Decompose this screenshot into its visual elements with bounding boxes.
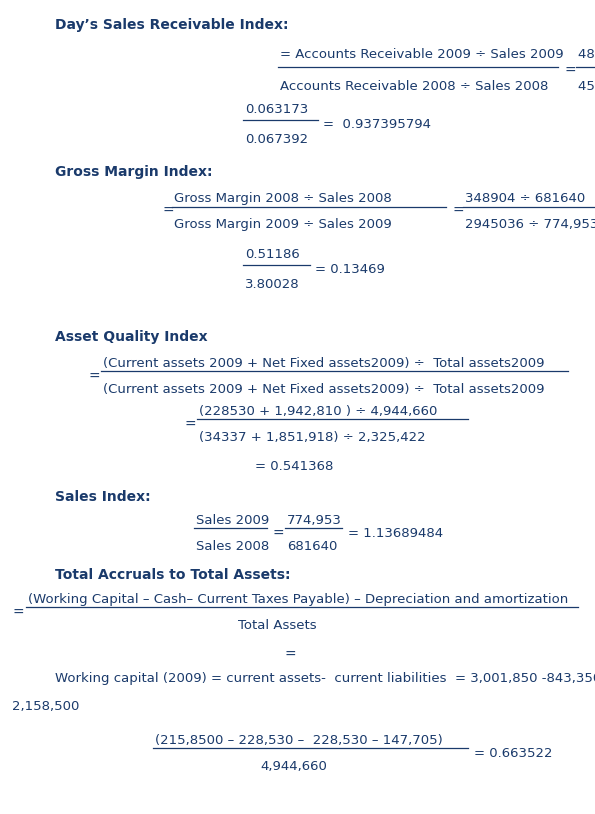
Text: = 0.13469: = 0.13469 bbox=[315, 263, 385, 276]
Text: =  0.937395794: = 0.937395794 bbox=[323, 118, 431, 131]
Text: 0.067392: 0.067392 bbox=[245, 133, 308, 146]
Text: = 0.541368: = 0.541368 bbox=[255, 460, 333, 473]
Text: =: = bbox=[163, 204, 174, 218]
Text: =: = bbox=[565, 64, 577, 78]
Text: Gross Margin 2008 ÷ Sales 2008: Gross Margin 2008 ÷ Sales 2008 bbox=[174, 192, 392, 205]
Text: = 1.13689484: = 1.13689484 bbox=[348, 527, 443, 540]
Text: Gross Margin Index:: Gross Margin Index: bbox=[55, 165, 212, 179]
Text: 0.51186: 0.51186 bbox=[245, 248, 300, 261]
Text: =: = bbox=[273, 527, 284, 541]
Text: Sales 2009: Sales 2009 bbox=[196, 514, 270, 527]
Text: Sales Index:: Sales Index: bbox=[55, 490, 151, 504]
Text: (Current assets 2009 + Net Fixed assets2009) ÷  Total assets2009: (Current assets 2009 + Net Fixed assets2… bbox=[103, 383, 544, 396]
Text: = 0.663522: = 0.663522 bbox=[474, 747, 553, 760]
Text: Gross Margin 2009 ÷ Sales 2009: Gross Margin 2009 ÷ Sales 2009 bbox=[174, 218, 392, 231]
Text: =: = bbox=[185, 418, 196, 432]
Text: 348904 ÷ 681640: 348904 ÷ 681640 bbox=[465, 192, 585, 205]
Text: 774,953: 774,953 bbox=[287, 514, 342, 527]
Text: 45,937 ÷  681640: 45,937 ÷ 681640 bbox=[578, 80, 595, 93]
Text: =: = bbox=[12, 606, 24, 620]
Text: = Accounts Receivable 2009 ÷ Sales 2009: = Accounts Receivable 2009 ÷ Sales 2009 bbox=[280, 48, 563, 61]
Text: Working capital (2009) = current assets-  current liabilities  = 3,001,850 -843,: Working capital (2009) = current assets-… bbox=[55, 672, 595, 685]
Text: Accounts Receivable 2008 ÷ Sales 2008: Accounts Receivable 2008 ÷ Sales 2008 bbox=[280, 80, 549, 93]
Text: 48,956 ÷ 774,953: 48,956 ÷ 774,953 bbox=[578, 48, 595, 61]
Text: Total Assets: Total Assets bbox=[238, 619, 317, 632]
Text: 681640: 681640 bbox=[287, 540, 337, 553]
Text: Day’s Sales Receivable Index:: Day’s Sales Receivable Index: bbox=[55, 18, 289, 32]
Text: 2,158,500: 2,158,500 bbox=[12, 700, 79, 713]
Text: Asset Quality Index: Asset Quality Index bbox=[55, 330, 208, 344]
Text: Sales 2008: Sales 2008 bbox=[196, 540, 270, 553]
Text: =: = bbox=[285, 648, 297, 662]
Text: (Working Capital – Cash– Current Taxes Payable) – Depreciation and amortization: (Working Capital – Cash– Current Taxes P… bbox=[28, 593, 568, 606]
Text: 4,944,660: 4,944,660 bbox=[260, 760, 327, 773]
Text: (34337 + 1,851,918) ÷ 2,325,422: (34337 + 1,851,918) ÷ 2,325,422 bbox=[199, 431, 425, 444]
Text: (Current assets 2009 + Net Fixed assets2009) ÷  Total assets2009: (Current assets 2009 + Net Fixed assets2… bbox=[103, 357, 544, 370]
Text: (215,8500 – 228,530 –  228,530 – 147,705): (215,8500 – 228,530 – 228,530 – 147,705) bbox=[155, 734, 443, 747]
Text: 0.063173: 0.063173 bbox=[245, 103, 308, 116]
Text: 2945036 ÷ 774,953: 2945036 ÷ 774,953 bbox=[465, 218, 595, 231]
Text: 3.80028: 3.80028 bbox=[245, 278, 300, 291]
Text: Total Accruals to Total Assets:: Total Accruals to Total Assets: bbox=[55, 568, 290, 582]
Text: =: = bbox=[89, 370, 101, 384]
Text: =: = bbox=[452, 204, 464, 218]
Text: (228530 + 1,942,810 ) ÷ 4,944,660: (228530 + 1,942,810 ) ÷ 4,944,660 bbox=[199, 405, 437, 418]
